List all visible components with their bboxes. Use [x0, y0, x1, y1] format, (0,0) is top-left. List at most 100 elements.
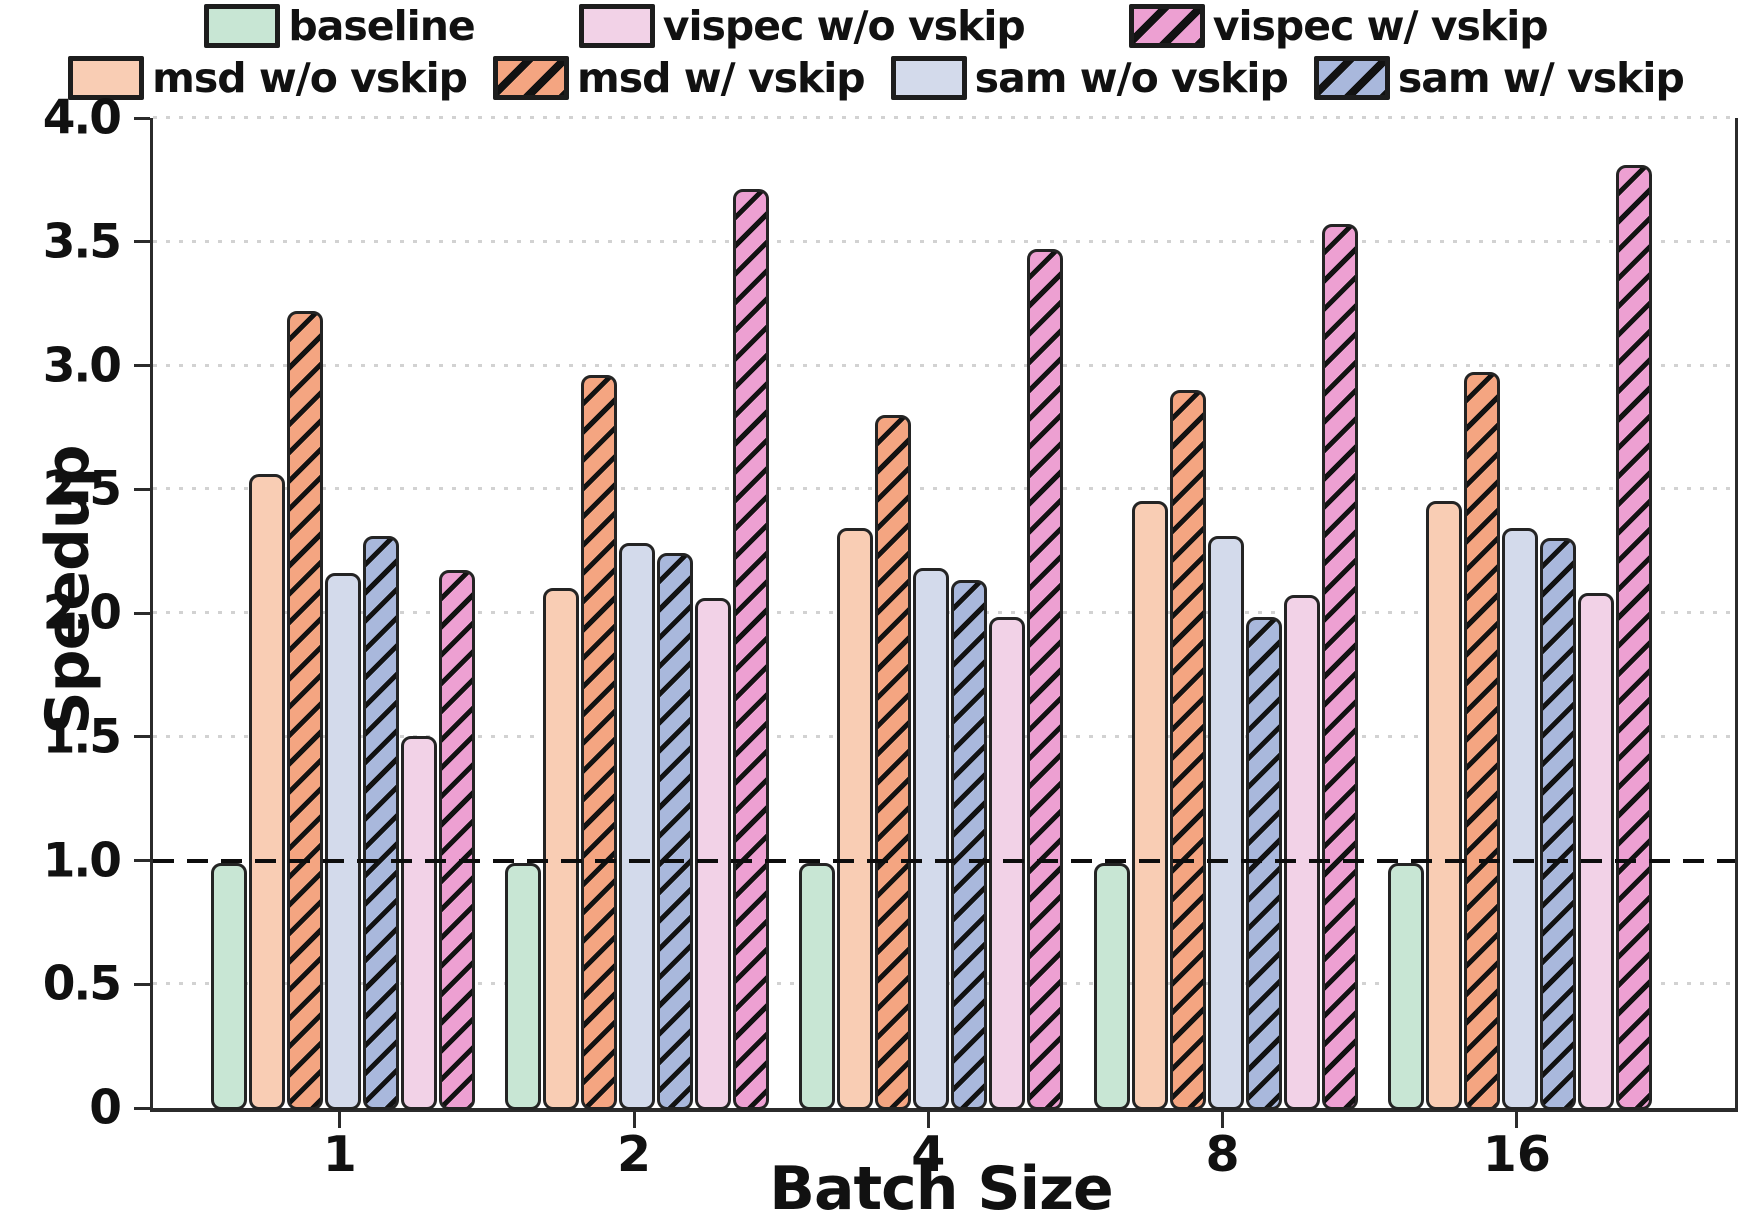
plot-area — [150, 116, 1738, 1112]
x-axis-title: Batch Size — [769, 1154, 1113, 1220]
legend-swatch-icon — [1313, 56, 1390, 100]
gridline-y-2.5 — [153, 487, 1735, 491]
legend-label: msd w/o vskip — [152, 54, 468, 102]
bar-vispec-w-o-vskip-batch-1 — [400, 736, 437, 1110]
bar-baseline-batch-2 — [505, 862, 542, 1110]
y-tick-label-3.0: 3.0 — [42, 338, 122, 393]
legend-row-2: msd w/o vskip msd w/ vskip sam w/o vskip sa… — [68, 54, 1685, 102]
bar-msd-w-o-vskip-batch-16 — [1425, 501, 1462, 1110]
bar-vispec-w-o-vskip-batch-16 — [1577, 592, 1614, 1110]
legend-item-sam-w-o-vskip: sam w/o vskip — [890, 54, 1289, 102]
legend-swatch-icon — [578, 4, 655, 48]
y-tick-0.5 — [134, 982, 150, 986]
bar-msd-w-vskip-batch-16 — [1463, 372, 1500, 1110]
bar-sam-w-vskip-batch-1 — [362, 535, 399, 1110]
bar-sam-w-o-vskip-batch-1 — [324, 572, 361, 1110]
bar-baseline-batch-8 — [1093, 862, 1130, 1110]
gridline-y-3 — [153, 363, 1735, 367]
legend-label: vispec w/ vskip — [1212, 2, 1549, 50]
bar-sam-w-vskip-batch-8 — [1245, 617, 1282, 1110]
y-tick-0 — [134, 1106, 150, 1110]
legend-swatch-icon — [204, 4, 281, 48]
legend-item-vispec-w-o-vskip: vispec w/o vskip — [578, 2, 1026, 50]
bar-sam-w-vskip-batch-4 — [951, 580, 988, 1110]
chart-legend: baseline vispec w/o vskip vispec w/ vskip m… — [0, 2, 1752, 102]
legend-label: vispec w/o vskip — [662, 2, 1026, 50]
bar-vispec-w-o-vskip-batch-8 — [1283, 595, 1320, 1110]
y-tick-label-3.5: 3.5 — [42, 214, 122, 270]
x-tick-label-1: 1 — [322, 1126, 357, 1183]
y-tick-2.0 — [134, 611, 150, 615]
y-tick-label-1.5: 1.5 — [42, 709, 122, 765]
y-tick-3.5 — [134, 240, 150, 244]
x-tick-label-2: 2 — [617, 1126, 652, 1183]
gridline-y-4 — [153, 116, 1735, 119]
y-tick-1.0 — [134, 859, 150, 862]
bar-vispec-w-vskip-batch-8 — [1321, 223, 1358, 1110]
bar-group-batch-2 — [505, 189, 770, 1110]
bar-vispec-w-o-vskip-batch-2 — [695, 597, 732, 1110]
x-tick-label-4: 4 — [911, 1126, 946, 1183]
legend-swatch-icon — [1128, 4, 1205, 48]
legend-swatch-icon — [890, 56, 967, 100]
y-tick-label-2.5: 2.5 — [42, 461, 122, 517]
y-tick-4.0 — [134, 116, 150, 120]
bar-baseline-batch-4 — [799, 862, 836, 1110]
baseline-reference-line — [153, 858, 1735, 863]
bar-msd-w-vskip-batch-4 — [875, 414, 912, 1110]
bar-vispec-w-o-vskip-batch-4 — [989, 617, 1026, 1110]
bar-group-batch-4 — [799, 248, 1064, 1110]
bar-msd-w-vskip-batch-1 — [286, 310, 323, 1110]
bar-msd-w-o-vskip-batch-2 — [543, 587, 580, 1110]
bar-sam-w-o-vskip-batch-2 — [619, 543, 656, 1110]
y-tick-label-1.0: 1.0 — [42, 833, 122, 888]
y-tick-2.5 — [134, 487, 150, 491]
x-tick-1 — [338, 1112, 342, 1128]
bar-sam-w-vskip-batch-16 — [1539, 538, 1576, 1110]
x-tick-label-16: 16 — [1482, 1126, 1551, 1183]
legend-item-vispec-w-vskip: vispec w/ vskip — [1128, 2, 1549, 50]
y-tick-3.0 — [134, 364, 150, 367]
legend-label: sam w/ vskip — [1397, 54, 1685, 102]
bar-msd-w-vskip-batch-2 — [581, 374, 618, 1110]
legend-label: baseline — [288, 2, 475, 50]
bar-msd-w-o-vskip-batch-8 — [1131, 501, 1168, 1110]
legend-item-sam-w-vskip: sam w/ vskip — [1313, 54, 1685, 102]
bar-vispec-w-vskip-batch-2 — [733, 189, 770, 1110]
bar-group-batch-8 — [1093, 223, 1358, 1110]
legend-label: sam w/o vskip — [974, 54, 1289, 102]
y-tick-label-0: 0 — [89, 1080, 122, 1136]
bar-sam-w-o-vskip-batch-16 — [1501, 528, 1538, 1110]
bar-vispec-w-vskip-batch-1 — [438, 570, 475, 1110]
x-tick-8 — [1221, 1112, 1225, 1128]
bar-group-batch-16 — [1387, 164, 1652, 1110]
bar-msd-w-o-vskip-batch-4 — [837, 528, 874, 1110]
x-tick-label-8: 8 — [1205, 1126, 1240, 1183]
legend-swatch-icon — [68, 56, 145, 100]
bar-sam-w-o-vskip-batch-8 — [1207, 535, 1244, 1110]
legend-row-1: baseline vispec w/o vskip vispec w/ vskip — [204, 2, 1549, 50]
bar-msd-w-o-vskip-batch-1 — [248, 473, 285, 1110]
x-tick-4 — [926, 1112, 930, 1128]
gridline-y-3.5 — [153, 239, 1735, 243]
bar-baseline-batch-1 — [210, 862, 247, 1110]
bar-vispec-w-vskip-batch-4 — [1027, 248, 1064, 1110]
legend-swatch-icon — [492, 56, 569, 100]
bar-vispec-w-vskip-batch-16 — [1615, 164, 1652, 1110]
y-tick-label-0.5: 0.5 — [42, 956, 122, 1012]
y-tick-1.5 — [134, 735, 150, 739]
y-tick-label-2.0: 2.0 — [42, 585, 122, 641]
x-tick-16 — [1515, 1112, 1519, 1128]
x-tick-2 — [632, 1112, 636, 1128]
legend-label: msd w/ vskip — [576, 54, 866, 102]
legend-item-msd-w-o-vskip: msd w/o vskip — [68, 54, 468, 102]
bar-baseline-batch-16 — [1387, 862, 1424, 1110]
y-tick-label-4.0: 4.0 — [42, 90, 122, 146]
bar-msd-w-vskip-batch-8 — [1169, 389, 1206, 1110]
bar-group-batch-1 — [210, 310, 475, 1110]
legend-item-msd-w-vskip: msd w/ vskip — [492, 54, 866, 102]
bar-sam-w-vskip-batch-2 — [657, 553, 694, 1110]
bar-sam-w-o-vskip-batch-4 — [913, 567, 950, 1110]
legend-item-baseline: baseline — [204, 2, 476, 50]
